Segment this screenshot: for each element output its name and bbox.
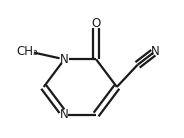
Text: N: N <box>151 45 160 58</box>
Text: CH₃: CH₃ <box>16 45 38 58</box>
Text: O: O <box>91 17 101 30</box>
Text: N: N <box>60 53 69 66</box>
Text: N: N <box>60 108 69 121</box>
